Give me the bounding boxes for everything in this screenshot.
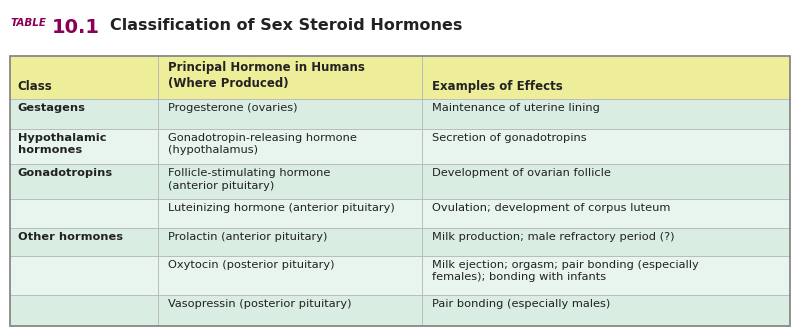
Text: Oxytocin (posterior pituitary): Oxytocin (posterior pituitary)	[168, 260, 334, 270]
Bar	[10, 295, 790, 326]
Text: Luteinizing hormone (anterior pituitary): Luteinizing hormone (anterior pituitary)	[168, 203, 394, 213]
Text: Gonadotropins: Gonadotropins	[18, 168, 113, 178]
Text: Milk ejection; orgasm; pair bonding (especially
females); bonding with infants: Milk ejection; orgasm; pair bonding (esp…	[432, 260, 698, 282]
Text: Class: Class	[18, 80, 52, 93]
Text: Prolactin (anterior pituitary): Prolactin (anterior pituitary)	[168, 232, 327, 242]
Bar	[10, 199, 790, 228]
Text: Follicle-stimulating hormone
(anterior pituitary): Follicle-stimulating hormone (anterior p…	[168, 168, 330, 191]
Text: Examples of Effects: Examples of Effects	[432, 80, 562, 93]
Text: Ovulation; development of corpus luteum: Ovulation; development of corpus luteum	[432, 203, 670, 213]
Text: Vasopressin (posterior pituitary): Vasopressin (posterior pituitary)	[168, 299, 351, 309]
Text: Hypothalamic
hormones: Hypothalamic hormones	[18, 133, 106, 156]
Bar	[10, 99, 790, 129]
Bar	[10, 228, 790, 256]
Text: TABLE: TABLE	[10, 18, 46, 28]
Bar	[10, 129, 790, 164]
Bar	[10, 56, 790, 99]
Text: Milk production; male refractory period (?): Milk production; male refractory period …	[432, 232, 674, 242]
Text: 10.1: 10.1	[52, 18, 100, 37]
Text: Progesterone (ovaries): Progesterone (ovaries)	[168, 103, 298, 114]
Text: Development of ovarian follicle: Development of ovarian follicle	[432, 168, 611, 178]
Text: Principal Hormone in Humans
(Where Produced): Principal Hormone in Humans (Where Produ…	[168, 61, 365, 90]
Bar	[10, 56, 790, 326]
Text: Other hormones: Other hormones	[18, 232, 122, 242]
Text: Gonadotropin-releasing hormone
(hypothalamus): Gonadotropin-releasing hormone (hypothal…	[168, 133, 357, 156]
Bar	[10, 164, 790, 199]
Text: Pair bonding (especially males): Pair bonding (especially males)	[432, 299, 610, 309]
Bar	[10, 256, 790, 295]
Text: Classification of Sex Steroid Hormones: Classification of Sex Steroid Hormones	[110, 18, 462, 33]
Text: Gestagens: Gestagens	[18, 103, 86, 114]
Text: Secretion of gonadotropins: Secretion of gonadotropins	[432, 133, 586, 143]
Text: Maintenance of uterine lining: Maintenance of uterine lining	[432, 103, 600, 114]
